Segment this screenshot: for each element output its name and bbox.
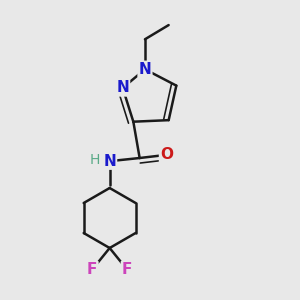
Text: O: O	[160, 147, 173, 162]
Text: N: N	[103, 154, 116, 169]
Text: N: N	[116, 80, 129, 95]
Text: H: H	[89, 153, 100, 166]
Text: N: N	[139, 62, 151, 77]
Text: F: F	[122, 262, 132, 277]
Text: F: F	[87, 262, 98, 277]
